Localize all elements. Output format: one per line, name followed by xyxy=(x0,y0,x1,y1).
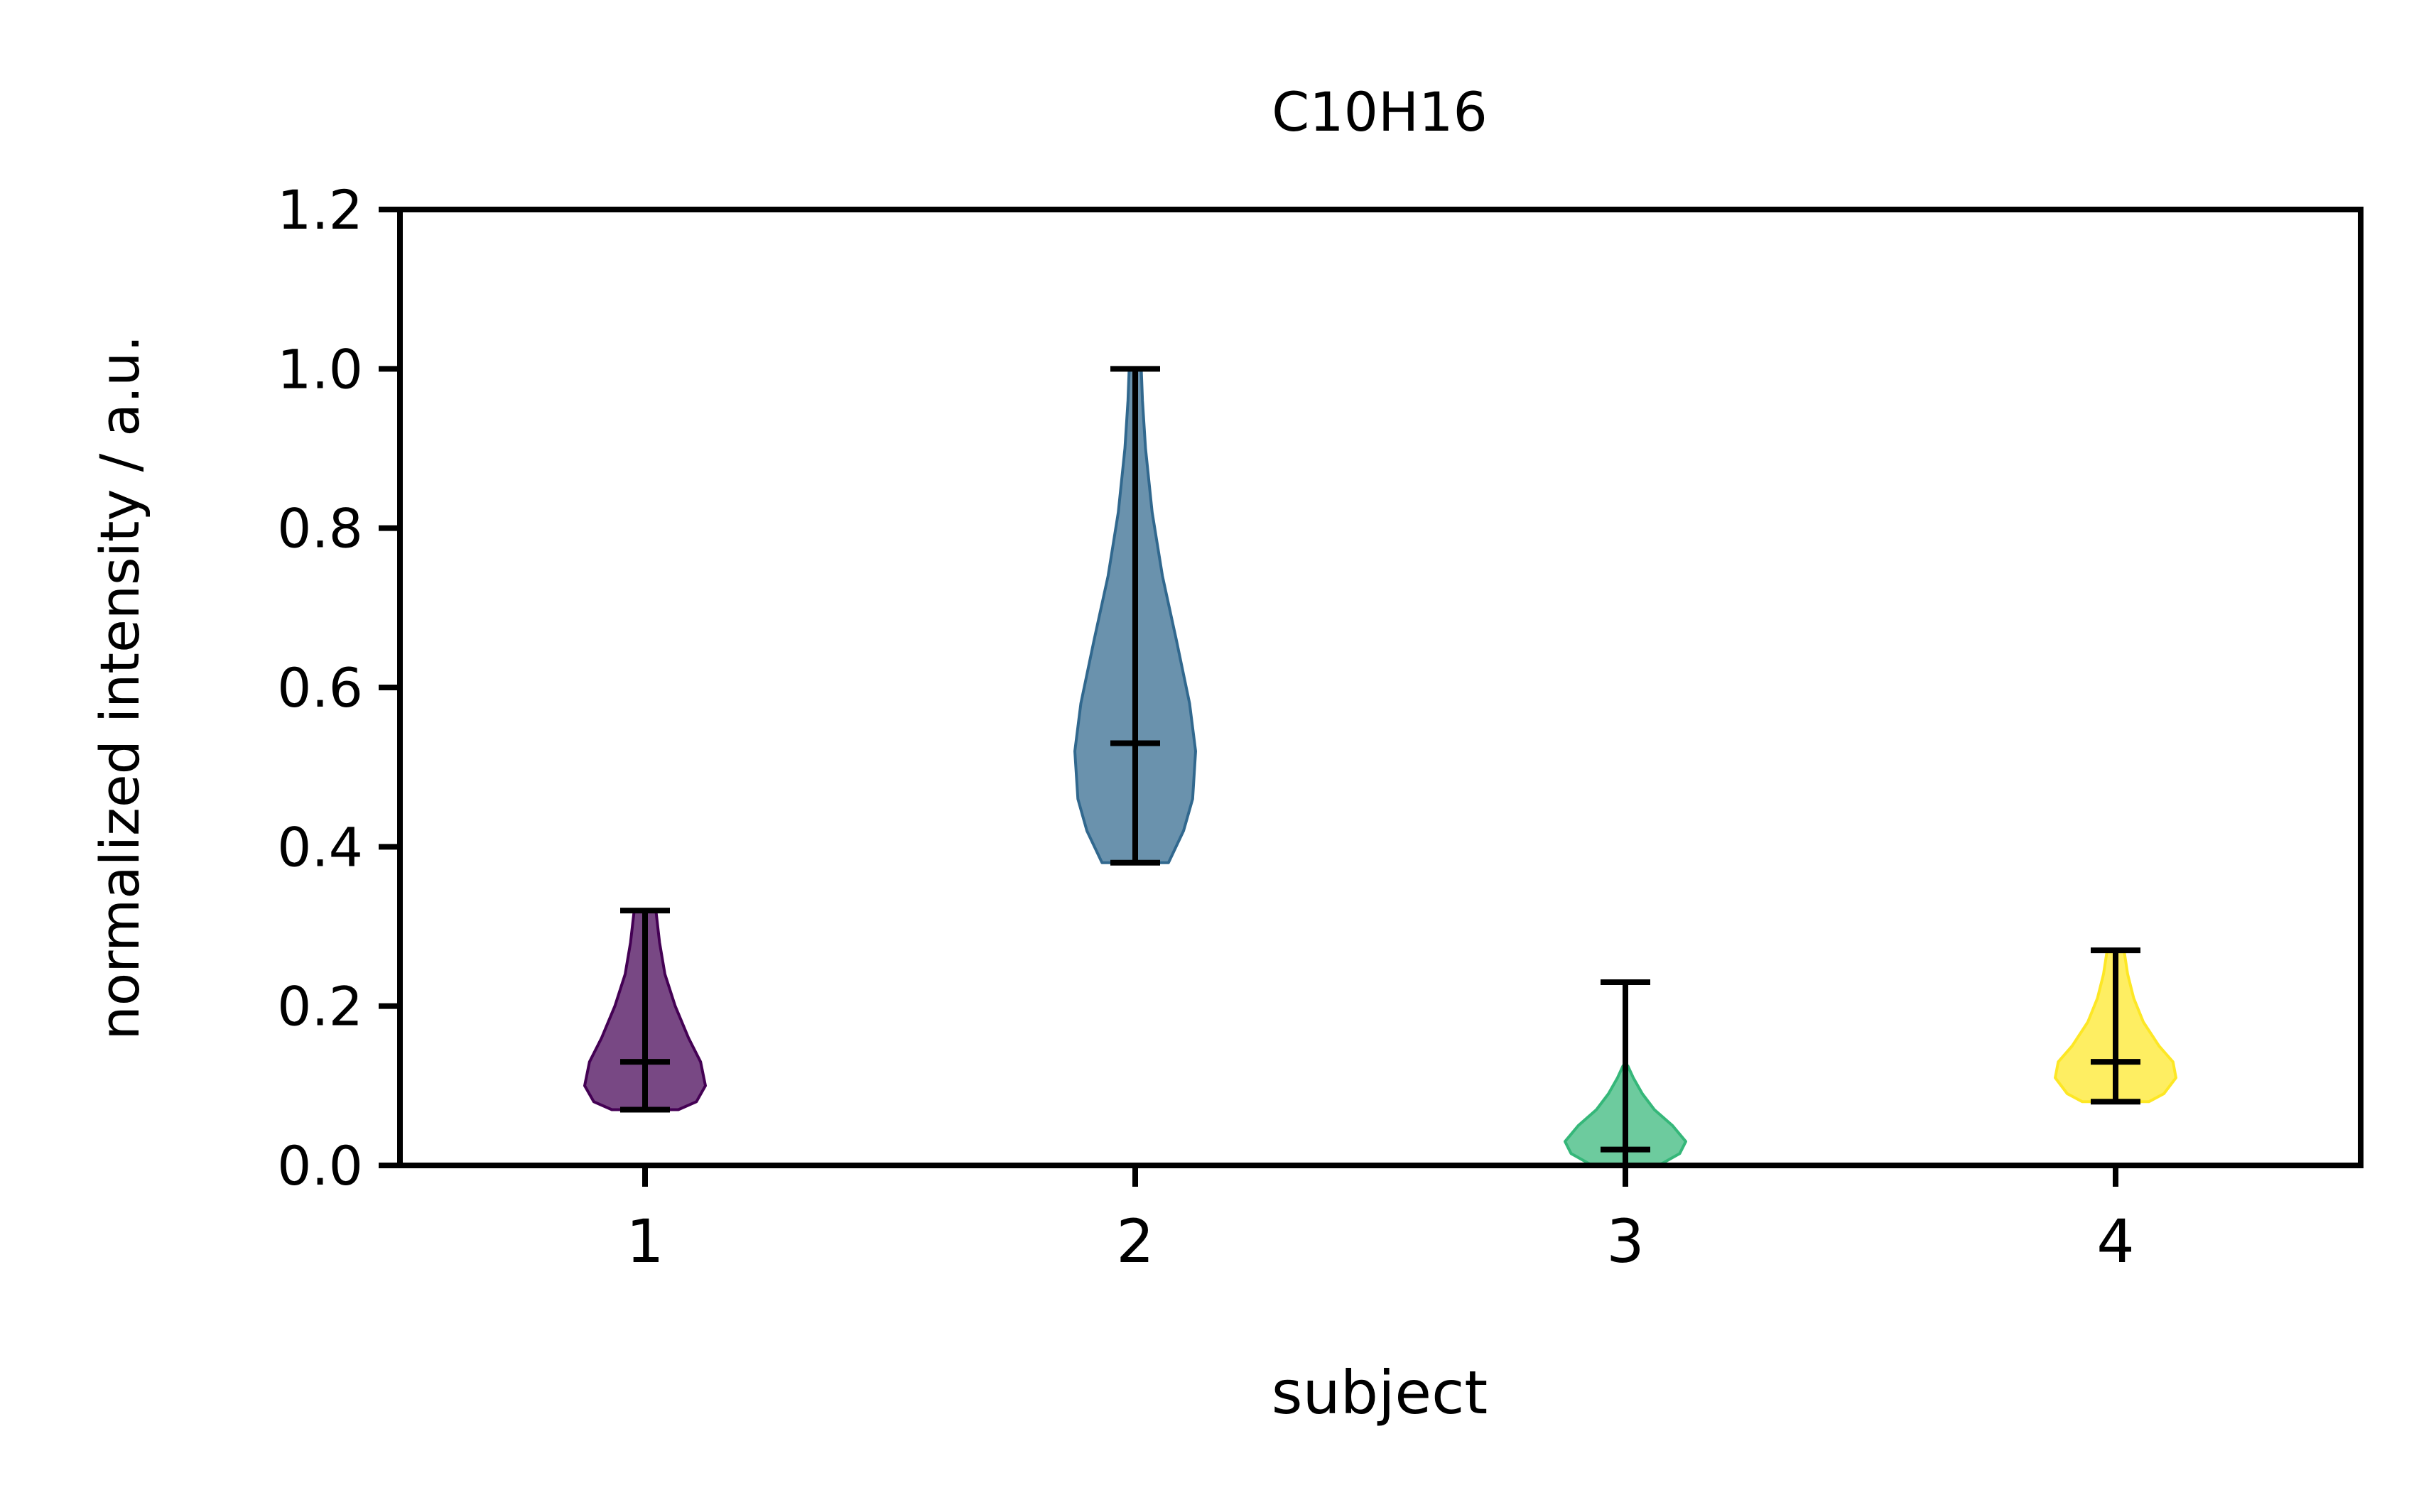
statistics-layer xyxy=(620,366,2140,1168)
y-tick-label: 1.0 xyxy=(277,337,363,401)
y-tick-label: 0.0 xyxy=(277,1134,363,1197)
y-tick-label: 0.8 xyxy=(277,497,363,560)
y-tick-label: 0.6 xyxy=(277,656,363,719)
x-tick-label: 1 xyxy=(626,1207,664,1276)
y-tick-label: 1.2 xyxy=(277,178,363,241)
x-tick-label: 4 xyxy=(2096,1207,2134,1276)
y-tick-label: 0.4 xyxy=(277,815,363,879)
x-axis: 1 2 3 4 xyxy=(626,1165,2135,1276)
x-tick-label: 3 xyxy=(1606,1207,1644,1276)
x-axis-label: subject xyxy=(1272,1358,1488,1427)
x-tick-label: 2 xyxy=(1116,1207,1154,1276)
y-axis: 0.0 0.2 0.4 0.6 0.8 1.0 1.2 xyxy=(277,178,400,1197)
chart-title: C10H16 xyxy=(1272,80,1488,143)
y-axis-label: normalized intensity / a.u. xyxy=(88,335,151,1040)
violin-layer xyxy=(583,367,2177,1167)
plot-frame xyxy=(397,207,2364,1168)
y-tick-label: 0.2 xyxy=(277,975,363,1038)
